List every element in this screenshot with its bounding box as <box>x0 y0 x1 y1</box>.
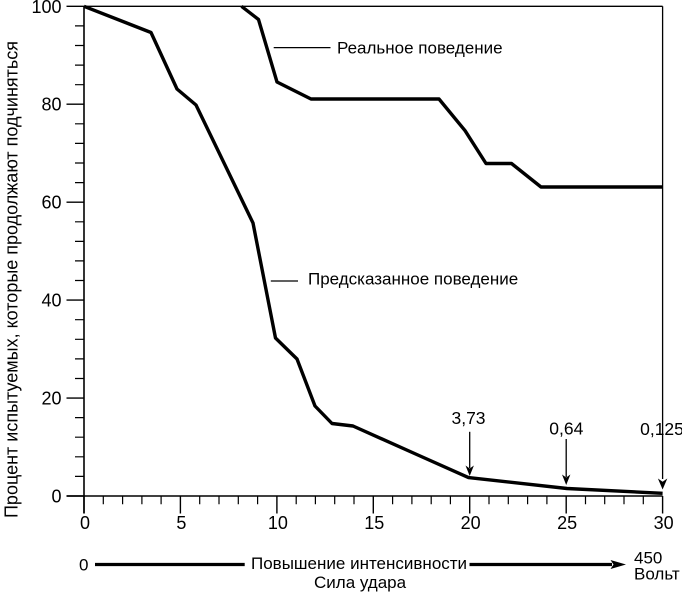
svg-text:80: 80 <box>41 95 61 115</box>
svg-text:0,64: 0,64 <box>549 419 583 439</box>
svg-text:40: 40 <box>41 291 61 311</box>
svg-text:450: 450 <box>634 549 662 568</box>
svg-text:30: 30 <box>654 513 674 533</box>
svg-text:0,125: 0,125 <box>640 419 682 439</box>
svg-text:Реальное поведение: Реальное поведение <box>337 39 503 58</box>
svg-text:20: 20 <box>41 389 61 409</box>
svg-text:0: 0 <box>79 556 88 575</box>
svg-text:Повышение интенсивности: Повышение интенсивности <box>251 554 467 573</box>
svg-text:0: 0 <box>51 487 61 507</box>
svg-text:3,73: 3,73 <box>451 408 485 428</box>
svg-text:Вольт: Вольт <box>634 565 680 584</box>
svg-text:Сила удара: Сила удара <box>314 573 407 592</box>
svg-text:25: 25 <box>557 513 577 533</box>
svg-text:Предсказанное поведение: Предсказанное поведение <box>308 270 518 289</box>
svg-text:20: 20 <box>461 513 481 533</box>
svg-text:15: 15 <box>364 513 384 533</box>
svg-text:10: 10 <box>268 513 288 533</box>
svg-text:5: 5 <box>176 513 186 533</box>
svg-text:60: 60 <box>41 193 61 213</box>
svg-text:0: 0 <box>80 513 90 533</box>
svg-text:Процент испытуемых, которые пр: Процент испытуемых, которые продолжают п… <box>2 41 22 518</box>
svg-text:100: 100 <box>31 0 61 17</box>
